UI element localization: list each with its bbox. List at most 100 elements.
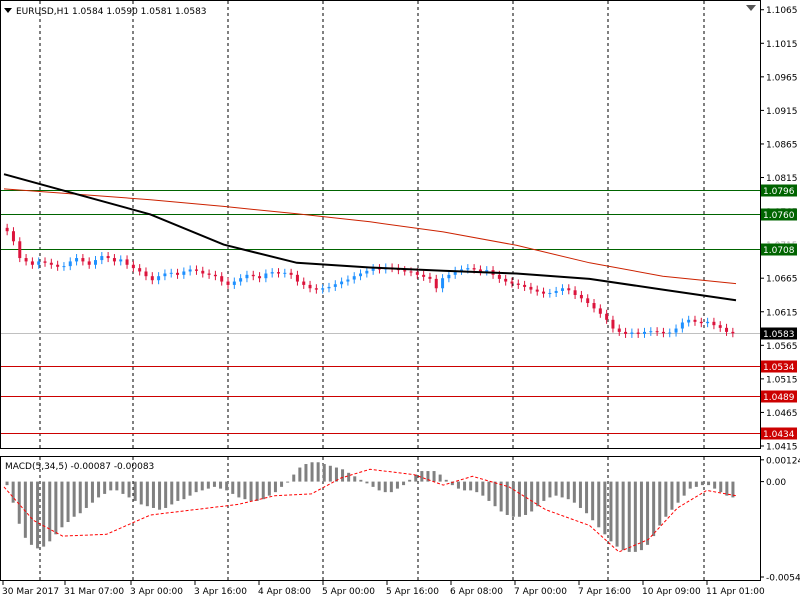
macd-bar [719,481,723,493]
macd-bar [438,474,442,482]
price-tick-label: 1.0565 [766,342,798,352]
macd-bar [450,481,454,486]
macd-bar [109,481,113,491]
candle-body [371,268,375,271]
macd-signal-line [3,468,737,553]
candle-body [687,319,691,323]
macd-bar [694,481,698,487]
horizontal-levels [1,190,760,434]
level-labels: 1.0796 1.0760 1.0708 1.0534 1.0489 1.0434 1.05… [761,184,797,440]
macd-bar [212,481,216,487]
candle-body [466,268,470,270]
candle-body [207,273,211,275]
candle-body [18,241,22,259]
level-label: 1.0796 [763,187,795,197]
candle-body [617,328,621,332]
macd-bar [609,481,613,542]
macd-bar [572,481,576,503]
macd-bar [475,481,479,493]
macd-bar [603,481,607,535]
macd-bar [487,481,491,501]
macd-bar [334,467,338,482]
candle-body [283,272,287,274]
candle-body [188,269,192,272]
candle-body [567,288,571,291]
candle-body [510,281,514,284]
macd-bar [414,474,418,482]
price-tick-label: 1.1015 [766,40,798,50]
level-tag [761,427,797,440]
time-axis: 30 Mar 2017 31 Mar 07:00 3 Apr 00:00 3 Apr … [2,581,765,597]
candle-body [422,274,426,277]
macd-bar [127,481,131,498]
macd-bar [670,481,674,510]
candle-body [586,298,590,304]
macd-bar [688,481,692,489]
time-label: 30 Mar 2017 [2,587,59,597]
candle-body [182,271,186,275]
candle-body [150,276,154,281]
macd-bar [664,481,668,517]
level-label: 1.0534 [763,363,795,373]
macd-bar [273,481,277,493]
level-label: 1.0434 [763,430,795,440]
macd-bar [365,481,369,484]
time-label: 6 Apr 08:00 [450,587,503,597]
price-tick-label: 1.0665 [766,275,798,285]
macd-bar [517,481,521,517]
candle-body [725,327,729,332]
candle-body [409,271,413,273]
candle-body [674,328,678,333]
candle-body [264,273,268,279]
candle-body [11,231,15,242]
candle-body [485,270,489,272]
price-tick-label: 1.0815 [766,174,798,184]
macd-bar [408,479,412,482]
candle-body [43,261,47,263]
macd-bar [511,481,515,517]
shift-marker-icon[interactable] [746,5,756,11]
macd-tick-label: 0.00 [766,478,786,488]
macd-bar [505,481,509,515]
macd-bar [615,481,619,547]
candle-body [106,256,110,259]
candle-body [579,294,583,299]
price-axis: 1.10651.10151.09651.09151.08651.08151.07… [760,6,798,452]
dropdown-triangle-icon[interactable] [4,8,12,13]
level-tag [761,208,797,221]
candle-body [592,303,596,309]
macd-bar [341,469,345,482]
vertical-grid [39,1,705,580]
time-label: 5 Apr 00:00 [322,587,375,597]
macd-bar [481,481,485,496]
candle-body [535,289,539,292]
candle-body [460,269,463,271]
macd-bar [90,481,94,503]
macd-histogram [5,462,735,552]
macd-bar [5,481,9,486]
macd-bar [432,471,436,482]
candle-body [693,319,697,322]
candle-body [453,270,457,275]
candle-body [655,331,659,333]
level-label: 1.0760 [763,211,795,221]
candle-body [321,288,325,290]
symbol-header: EURUSD,H1 1.0584 1.0590 1.0581 1.0583 [16,7,207,17]
candle-body [131,264,135,269]
time-label: 11 Apr 01:00 [706,587,765,597]
macd-header: MACD(5,34,5) -0.00087 -0.00083 [5,462,154,472]
candle-body [220,276,224,282]
price-tick-label: 1.0415 [766,442,798,452]
price-tick-label: 1.0965 [766,73,798,83]
macd-panel-frame [0,456,761,581]
macd-bar [36,481,40,549]
macd-bar [548,481,552,498]
candle-body [87,261,91,265]
time-label: 31 Mar 07:00 [64,587,124,597]
macd-bar [426,471,430,482]
macd-bar [646,481,650,545]
macd-bar [200,481,204,491]
macd-bar [621,481,625,551]
candle-body [699,321,703,324]
